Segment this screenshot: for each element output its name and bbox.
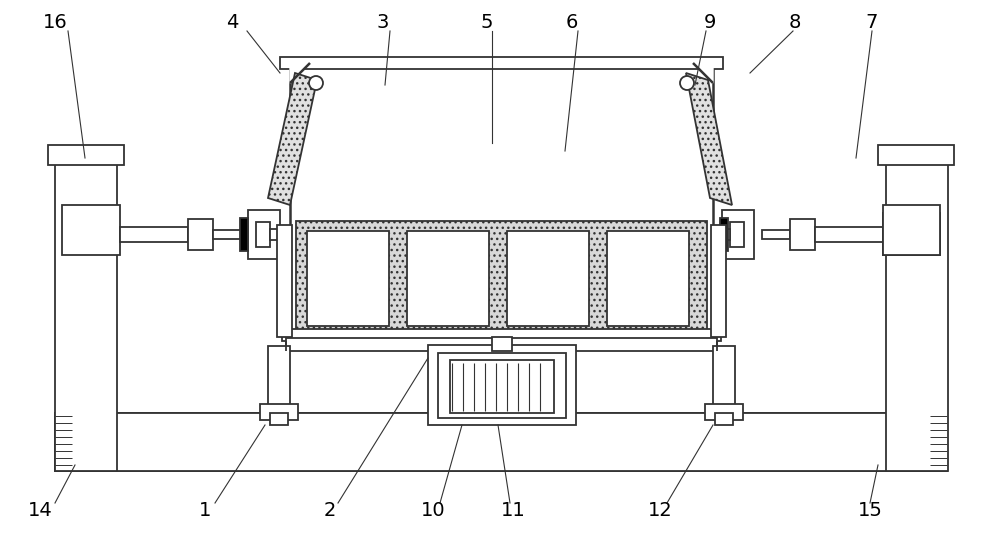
Circle shape: [309, 76, 323, 90]
Bar: [790, 219, 815, 250]
Polygon shape: [686, 73, 732, 205]
Bar: [55, 161, 117, 471]
Bar: [240, 218, 248, 251]
Text: 3: 3: [377, 13, 389, 33]
Bar: [307, 231, 389, 326]
Polygon shape: [693, 63, 713, 83]
Bar: [883, 205, 940, 255]
Bar: [120, 227, 188, 242]
Bar: [270, 229, 282, 240]
Text: 7: 7: [866, 13, 878, 33]
Text: 10: 10: [421, 502, 445, 521]
Bar: [705, 404, 743, 420]
Bar: [55, 413, 947, 471]
Text: 2: 2: [324, 502, 336, 521]
Bar: [277, 225, 292, 337]
Bar: [720, 218, 728, 251]
Bar: [248, 210, 280, 259]
Bar: [213, 230, 241, 239]
Text: 15: 15: [858, 502, 882, 521]
Bar: [713, 346, 735, 411]
Bar: [607, 231, 689, 326]
Text: 9: 9: [704, 13, 716, 33]
Bar: [883, 213, 940, 255]
FancyBboxPatch shape: [55, 413, 947, 471]
Text: 5: 5: [481, 13, 493, 33]
Bar: [188, 219, 213, 250]
Bar: [730, 222, 744, 247]
Bar: [282, 232, 292, 237]
Text: 1: 1: [199, 502, 211, 521]
Bar: [256, 222, 270, 247]
Bar: [762, 230, 790, 239]
Text: 8: 8: [789, 13, 801, 33]
Polygon shape: [290, 63, 310, 83]
Text: 11: 11: [501, 502, 525, 521]
Bar: [492, 337, 512, 351]
Bar: [286, 338, 717, 351]
Text: 16: 16: [43, 13, 67, 33]
Text: 14: 14: [28, 502, 52, 521]
Bar: [290, 63, 713, 338]
Bar: [280, 57, 723, 69]
Text: 6: 6: [566, 13, 578, 33]
Bar: [715, 413, 733, 425]
Bar: [268, 346, 290, 411]
Bar: [886, 161, 948, 471]
Bar: [438, 353, 566, 418]
Bar: [428, 345, 576, 425]
Bar: [48, 145, 124, 165]
Bar: [296, 221, 707, 336]
Bar: [450, 360, 554, 413]
Bar: [718, 229, 730, 240]
Polygon shape: [883, 213, 940, 255]
Bar: [878, 145, 954, 165]
Bar: [711, 225, 726, 337]
Bar: [407, 231, 489, 326]
Circle shape: [680, 76, 694, 90]
Bar: [710, 232, 720, 237]
Bar: [270, 413, 288, 425]
Bar: [260, 404, 298, 420]
Bar: [815, 227, 883, 242]
Bar: [62, 205, 120, 255]
Polygon shape: [268, 73, 317, 205]
Bar: [507, 231, 589, 326]
Text: 12: 12: [648, 502, 672, 521]
Bar: [282, 329, 721, 341]
Bar: [722, 210, 754, 259]
Text: 4: 4: [226, 13, 238, 33]
